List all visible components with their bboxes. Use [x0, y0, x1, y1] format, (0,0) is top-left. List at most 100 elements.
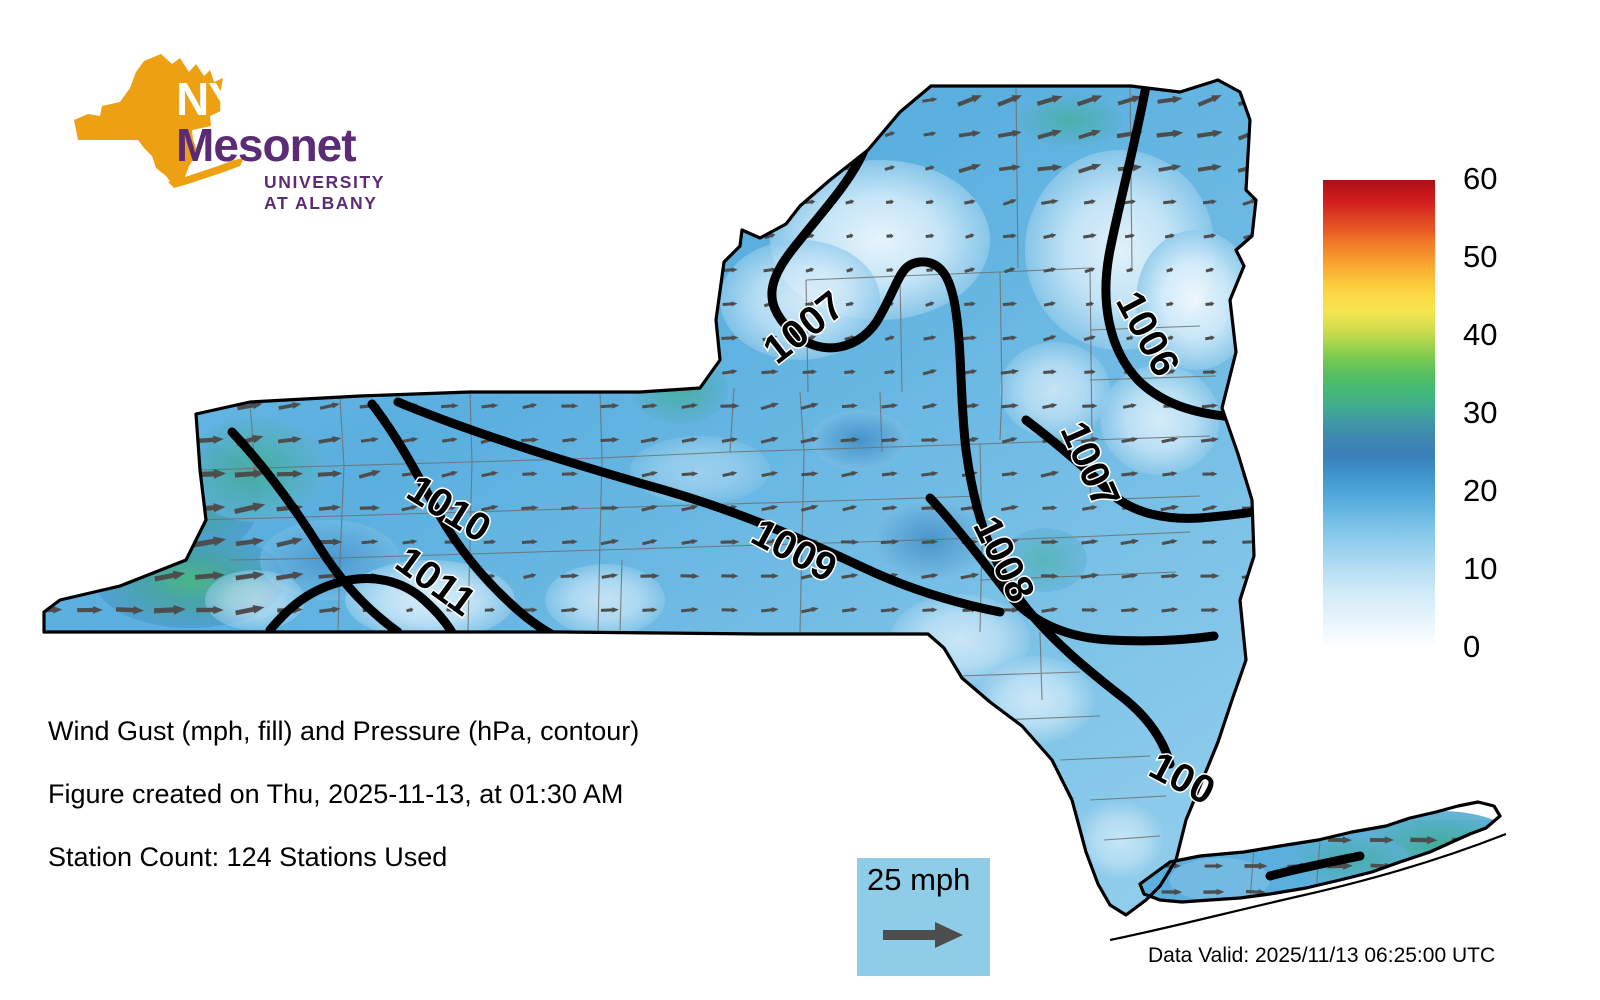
- wind-arrow: [1240, 436, 1256, 444]
- wind-arrow: [520, 334, 540, 342]
- wind-arrow: [276, 469, 304, 478]
- wind-arrow: [925, 199, 934, 205]
- wind-arrow: [958, 163, 981, 174]
- wind-arrow: [1203, 369, 1217, 375]
- wind-arrow: [1080, 572, 1100, 579]
- wind-arrow: [1204, 837, 1224, 844]
- wind-arrow: [801, 606, 819, 614]
- wind-arrow: [194, 503, 226, 513]
- wind-arrow: [1452, 888, 1480, 897]
- wind-arrow: [1204, 863, 1224, 869]
- wind-arrow: [840, 437, 860, 443]
- wind-arrow: [1242, 199, 1256, 206]
- wind-arrow: [1204, 335, 1215, 341]
- wind-arrow: [804, 199, 816, 205]
- wind-arrow: [600, 538, 620, 546]
- wind-arrow: [1126, 267, 1134, 273]
- wind-arrow: [44, 198, 59, 206]
- wind-arrow: [721, 97, 738, 104]
- wind-arrow: [800, 436, 820, 444]
- wind-arrow: [1196, 129, 1223, 139]
- wind-arrow: [641, 505, 659, 512]
- wind-arrow: [721, 607, 739, 613]
- wind-arrow: [1203, 888, 1225, 896]
- wind-arrow: [1166, 301, 1174, 307]
- wind-arrow: [922, 369, 938, 376]
- wind-arrow: [1161, 888, 1183, 896]
- wind-arrow: [601, 199, 619, 205]
- wind-arrow: [562, 437, 578, 443]
- wind-arrow: [440, 198, 460, 205]
- wind-arrow: [960, 436, 980, 444]
- wind-arrow: [722, 199, 737, 205]
- wind-arrow: [44, 267, 58, 274]
- colorbar-tick-30: 30: [1463, 395, 1498, 430]
- wind-arrow: [522, 267, 538, 273]
- wind-arrow: [44, 301, 59, 307]
- wind-arrow: [1083, 199, 1096, 205]
- wind-arrow: [239, 334, 260, 342]
- wind-arrow: [1000, 368, 1020, 375]
- wind-arrow: [1242, 471, 1256, 477]
- wind-arrow: [1081, 539, 1099, 545]
- wind-arrow: [921, 573, 939, 579]
- wind-arrow: [117, 367, 142, 378]
- wind-arrow: [1241, 403, 1256, 410]
- wind-arrow: [1124, 233, 1135, 239]
- long-island-fill: [1140, 811, 1500, 902]
- wind-arrow: [600, 300, 619, 308]
- wind-arrow: [521, 97, 538, 104]
- wind-arrow: [1004, 267, 1016, 274]
- wind-arrow: [802, 369, 818, 375]
- wind-arrow: [44, 571, 64, 581]
- wind-arrow: [115, 605, 145, 615]
- wind-arrow: [1242, 539, 1256, 545]
- wind-arrow: [641, 131, 658, 137]
- wind-arrow: [1121, 471, 1139, 477]
- wind-arrow: [1197, 163, 1222, 172]
- wind-arrow: [601, 335, 618, 342]
- wind-arrow: [359, 504, 381, 511]
- wind-arrow: [318, 504, 341, 512]
- wind-arrow: [362, 301, 378, 308]
- wind-arrow: [234, 469, 266, 479]
- wind-arrow: [681, 607, 699, 613]
- wind-arrow: [44, 606, 63, 614]
- wind-arrow: [923, 335, 937, 341]
- wind-arrow: [922, 607, 938, 613]
- wind-arrow: [681, 471, 699, 477]
- wind-arrow: [116, 435, 144, 444]
- wind-arrow: [1237, 129, 1256, 141]
- wind-arrow: [277, 436, 302, 444]
- wind-arrow: [193, 536, 227, 548]
- wind-arrow: [320, 266, 340, 274]
- nys-mesonet-logo: NYSMesonet UNIVERSITY AT ALBANY: [48, 48, 398, 213]
- wind-arrow: [923, 131, 937, 137]
- wind-arrow: [77, 606, 103, 614]
- wind-arrow: [441, 266, 459, 274]
- wind-arrow: [193, 468, 227, 479]
- wind-arrow: [154, 435, 186, 445]
- wind-arrow: [562, 539, 578, 545]
- wind-arrow: [1200, 437, 1219, 443]
- wind-arrow: [722, 471, 738, 478]
- wind-arrow: [998, 164, 1021, 172]
- wind-arrow: [80, 266, 100, 274]
- wind-arrow: [280, 335, 299, 341]
- wind-arrow: [441, 369, 459, 375]
- wind-arrow: [359, 402, 381, 409]
- wind-arrow: [884, 369, 896, 375]
- wind-arrow: [402, 335, 418, 342]
- wind-arrow: [153, 605, 186, 615]
- wind-arrow: [1202, 539, 1218, 545]
- wind-arrow: [1037, 163, 1063, 172]
- wind-arrow: [362, 369, 378, 375]
- wind-arrow: [234, 502, 266, 515]
- wind-arrow: [642, 301, 658, 308]
- wind-arrow: [115, 401, 144, 411]
- wind-arrow: [1120, 538, 1140, 546]
- wind-arrow: [886, 233, 894, 239]
- wind-arrow: [401, 505, 419, 512]
- wind-arrow: [77, 401, 102, 411]
- wind-arrow: [601, 97, 618, 104]
